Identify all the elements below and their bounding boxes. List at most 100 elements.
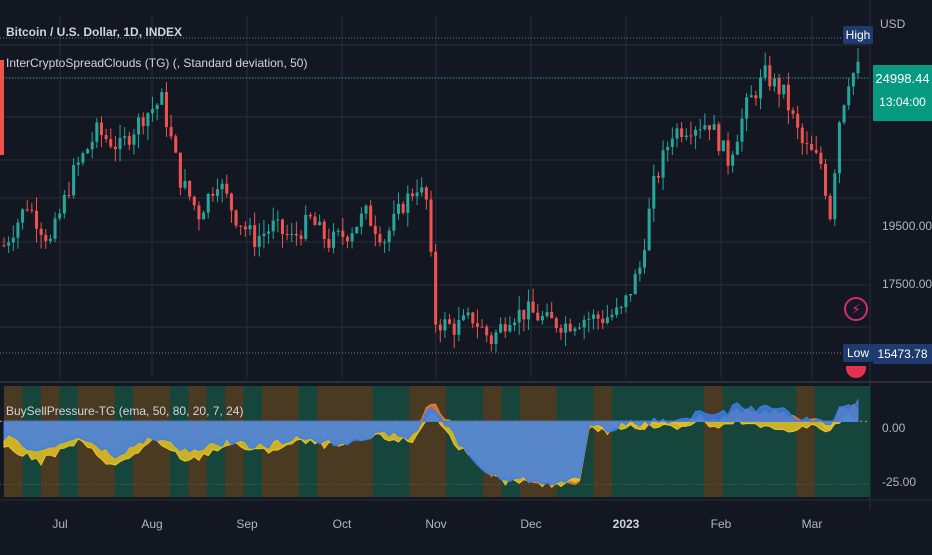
x-tick-label: Mar (802, 517, 823, 531)
candle-body (675, 128, 679, 139)
price-y-tick: 17500.00 (882, 277, 932, 291)
candle-body (146, 113, 150, 127)
candle-body (666, 146, 670, 151)
osc-regime-band (704, 386, 724, 497)
candle-body (332, 231, 336, 248)
candle-body (703, 125, 707, 130)
candle-body (735, 141, 739, 155)
candle-body (267, 231, 271, 234)
candle-body (378, 234, 382, 243)
low-value-badge: 15473.78 (873, 344, 932, 364)
candle-body (239, 225, 243, 227)
candle-body (837, 122, 841, 174)
candle-body (526, 301, 530, 320)
candle-body (754, 95, 758, 99)
lightning-icon[interactable]: ⚡ (844, 297, 868, 321)
candle-body (137, 117, 141, 135)
candle-body (800, 127, 804, 144)
candle-body (336, 230, 340, 232)
candle-body (141, 117, 145, 127)
candle-body (471, 312, 475, 324)
candle-body (318, 221, 322, 226)
candle-body (39, 228, 43, 235)
candle-body (513, 322, 517, 326)
candle-body (698, 129, 702, 131)
indicator-main-legend[interactable]: InterCryptoSpreadClouds (TG) (, Standard… (6, 56, 308, 70)
candle-body (72, 164, 76, 196)
x-tick-label: Jul (52, 517, 67, 531)
candle-body (373, 225, 377, 235)
candle-body (856, 61, 860, 74)
candle-body (290, 233, 294, 235)
osc-regime-band (427, 386, 447, 497)
candle-body (457, 319, 461, 335)
candle-body (211, 193, 215, 196)
candle-body (749, 95, 753, 98)
osc-regime-band (648, 386, 668, 497)
candle-body (234, 210, 238, 226)
osc-regime-band (741, 386, 760, 497)
indicator-sub-legend[interactable]: BuySellPressure-TG (ema, 50, 80, 20, 7, … (6, 404, 244, 418)
candle-body (633, 273, 637, 295)
osc-regime-band (851, 386, 871, 497)
candle-body (842, 105, 846, 123)
candle-body (220, 183, 224, 190)
candle-body (786, 84, 790, 111)
candle-body (429, 199, 433, 252)
candle-body (740, 118, 744, 142)
candle-body (424, 187, 428, 200)
x-tick-label: Oct (333, 517, 352, 531)
candle-body (155, 104, 159, 110)
candle-body (731, 154, 735, 166)
candle-body (582, 319, 586, 328)
symbol-title[interactable]: Bitcoin / U.S. Dollar, 1D, INDEX (6, 25, 183, 39)
candle-body (712, 124, 716, 130)
candle-body (503, 324, 507, 332)
candle-body (707, 125, 711, 130)
candle-body (67, 195, 71, 197)
candle-body (851, 73, 855, 87)
x-tick-label: Nov (425, 517, 446, 531)
candle-body (438, 324, 442, 331)
candle-body (225, 183, 229, 194)
bar-countdown: 13:04:00 (879, 95, 926, 109)
candle-body (169, 127, 173, 137)
left-edge-marker (0, 60, 4, 155)
candle-body (772, 78, 776, 87)
candle-body (109, 139, 113, 147)
candle-body (517, 309, 521, 323)
candle-body (656, 175, 660, 178)
candle-body (782, 84, 786, 95)
candle-body (248, 225, 252, 230)
candle-body (387, 230, 391, 243)
candle-body (564, 323, 568, 333)
x-tick-label: Feb (711, 517, 732, 531)
candle-body (805, 143, 809, 145)
candle-body (847, 86, 851, 106)
osc-regime-band (685, 386, 705, 497)
alert-icon[interactable] (846, 366, 866, 378)
candle-body (229, 193, 233, 211)
candle-body (53, 218, 57, 239)
candle-body (587, 318, 591, 320)
candle-body (392, 213, 396, 231)
candle-body (174, 136, 178, 153)
candle-body (350, 233, 354, 242)
candle-body (508, 325, 512, 332)
last-price-badge: 24998.44 13:04:00 (873, 65, 932, 121)
x-tick-label: Aug (141, 517, 162, 531)
candle-body (253, 225, 257, 247)
candle-body (104, 135, 108, 140)
currency-label: USD (880, 17, 906, 31)
candle-body (434, 251, 438, 325)
candle-body (694, 129, 698, 136)
candle-body (81, 153, 85, 163)
candle-body (369, 205, 373, 226)
candle-body (364, 205, 368, 214)
candle-body (605, 317, 609, 324)
candle-body (410, 193, 414, 197)
candle-body (48, 238, 52, 242)
candle-body (11, 237, 15, 243)
